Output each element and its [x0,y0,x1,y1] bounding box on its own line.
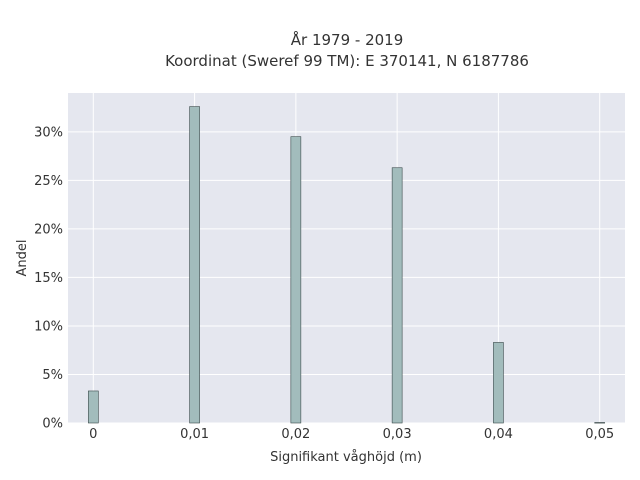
x-tick-label: 0,05 [585,427,614,442]
y-tick-label: 15% [34,271,63,286]
x-tick-label: 0,01 [180,427,209,442]
x-tick-label: 0 [89,427,97,442]
chart-title-line-1: År 1979 - 2019 [291,30,404,49]
chart-title-line-2: Koordinat (Sweref 99 TM): E 370141, N 61… [165,52,529,70]
plot-area [68,93,625,423]
bar [594,422,605,424]
bar [391,167,403,424]
x-axis-label: Signifikant våghöjd (m) [270,450,422,465]
bar [290,136,302,424]
bars [88,106,605,424]
y-tick-label: 10% [34,319,63,334]
y-tick-label: 5% [42,368,63,383]
grid-lines [68,93,625,424]
tick-labels: 0 0,01 0,02 0,03 0,04 0,05 0% 5% 10% 15% 20% 25% 30% [34,125,614,442]
bar [493,342,504,424]
y-tick-label: 0% [42,417,63,432]
x-tick-label: 0,04 [484,427,513,442]
x-tick-label: 0,03 [383,427,412,442]
y-tick-label: 25% [34,174,63,189]
y-tick-label: 30% [34,125,63,140]
bar [88,390,99,424]
y-axis-label: Andel [15,240,30,277]
y-tick-label: 20% [34,222,63,237]
x-tick-label: 0,02 [281,427,310,442]
bar [189,106,200,424]
